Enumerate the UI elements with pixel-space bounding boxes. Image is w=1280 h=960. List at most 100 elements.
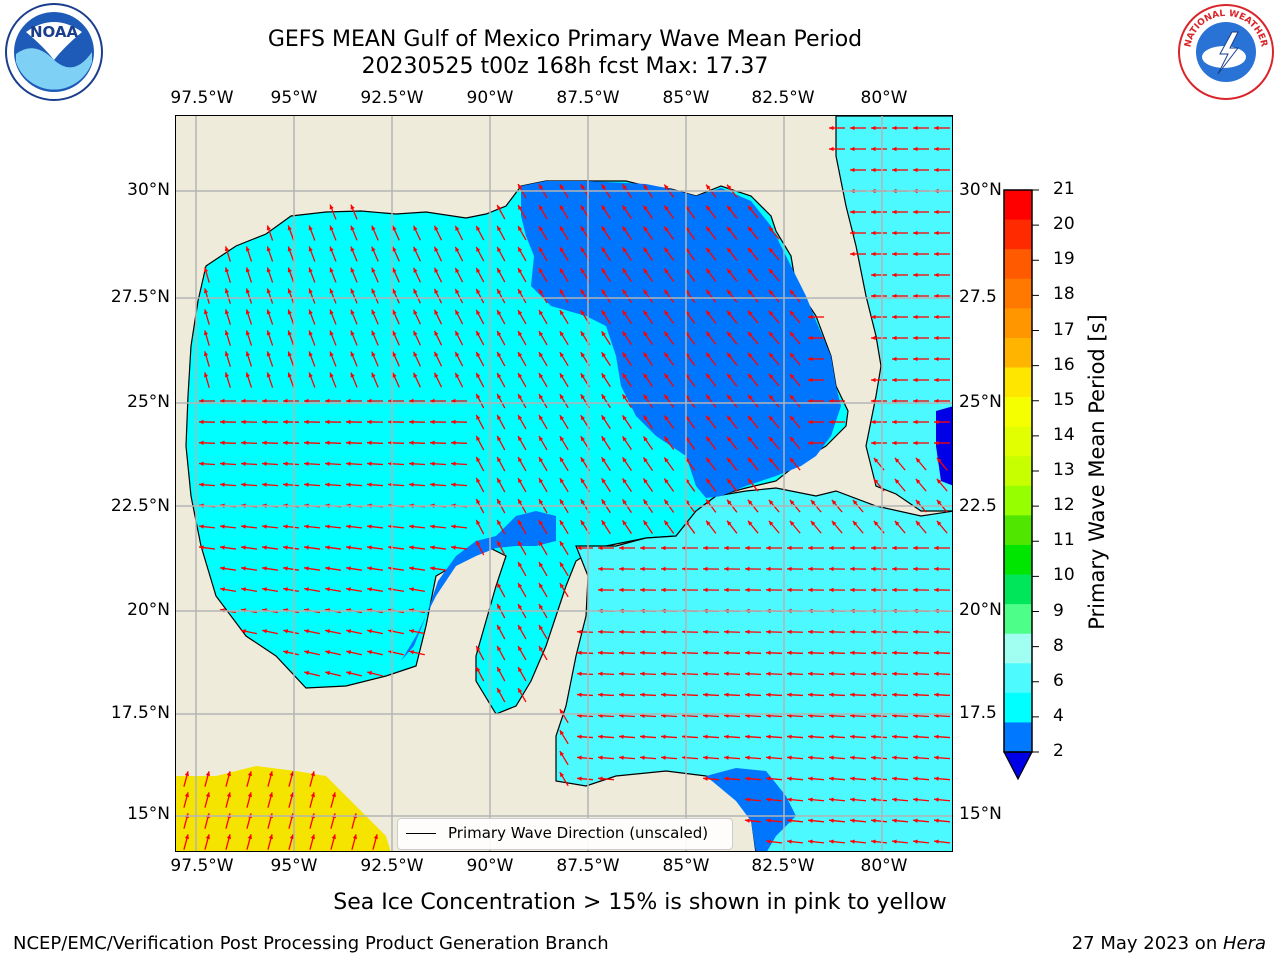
wave-arrow: [663, 226, 675, 240]
wave-arrow: [789, 310, 801, 324]
wave-arrow: [261, 545, 279, 550]
wave-arrow: [413, 225, 421, 241]
wave-arrow: [308, 351, 316, 367]
wave-arrow: [324, 545, 342, 550]
wave-arrow: [517, 540, 527, 556]
wave-arrow: [642, 310, 654, 324]
wave-arrow: [786, 650, 804, 656]
lon-tick-label-top: 87.5°W: [556, 88, 620, 108]
wave-arrow: [324, 482, 342, 487]
footer-host: Hera: [1222, 933, 1266, 954]
wave-arrow: [913, 377, 929, 383]
wave-arrow: [454, 372, 464, 388]
wave-arrow: [807, 587, 825, 593]
wave-arrow: [894, 520, 906, 534]
wave-arrow: [324, 566, 342, 571]
wave-arrow: [346, 650, 362, 656]
wave-arrow: [642, 520, 654, 534]
wave-arrow: [413, 351, 421, 367]
wave-arrow: [408, 566, 426, 571]
wave-arrow: [240, 461, 258, 466]
wave-arrow: [807, 629, 825, 635]
wave-arrow: [642, 205, 654, 219]
wave-arrow: [808, 377, 824, 383]
colorbar-tick-label: 17: [1053, 319, 1075, 340]
wave-arrow: [828, 734, 846, 739]
wave-arrow: [622, 435, 632, 451]
wave-arrow: [807, 650, 825, 656]
wave-arrow: [288, 771, 295, 787]
wave-arrow: [224, 288, 231, 304]
wave-arrow: [828, 839, 846, 844]
wave-arrow: [538, 351, 548, 367]
wave-arrow: [892, 230, 908, 236]
wave-arrow: [849, 797, 867, 802]
wave-arrow: [366, 419, 384, 425]
wave-arrow: [663, 310, 675, 324]
wave-arrow: [892, 146, 908, 152]
wave-arrow: [894, 478, 906, 492]
wave-arrow: [225, 771, 232, 787]
wave-arrow: [891, 797, 909, 802]
wave-arrow: [871, 167, 887, 173]
wave-arrow: [892, 272, 908, 278]
wave-arrow: [892, 167, 908, 173]
wave-arrow: [747, 478, 759, 492]
wave-arrow: [496, 393, 506, 409]
wave-arrow: [287, 288, 295, 304]
lat-tick-label-left: 15°N: [127, 804, 170, 824]
colorbar-extend-triangle: [1003, 751, 1033, 781]
lon-tick-label-bottom: 85°W: [662, 856, 710, 876]
wave-arrow: [198, 524, 216, 529]
wave-arrow: [828, 629, 846, 635]
wave-arrow: [912, 797, 930, 802]
wave-arrow: [433, 267, 443, 283]
wave-arrow: [744, 587, 762, 593]
wave-arrow: [350, 225, 358, 241]
wave-arrow: [871, 146, 887, 152]
wave-arrow: [913, 167, 929, 173]
wave-arrow: [933, 545, 951, 551]
wave-arrow: [639, 629, 657, 635]
wave-arrow: [660, 545, 678, 551]
wave-arrow: [219, 398, 237, 404]
wave-arrow: [350, 267, 358, 283]
wave-arrow: [642, 478, 654, 492]
wave-arrow: [576, 629, 594, 635]
wave-arrow: [324, 461, 342, 466]
wave-arrow: [747, 247, 759, 261]
lat-tick-label-left: 22.5°N: [110, 496, 170, 516]
wave-arrow: [705, 436, 717, 450]
wave-arrow: [705, 352, 717, 366]
wave-arrow: [308, 372, 316, 388]
wave-arrow: [702, 671, 720, 677]
wave-arrow: [663, 373, 675, 387]
wave-arrow: [538, 624, 548, 640]
wave-arrow: [642, 373, 654, 387]
lat-tick-label-left: 27.5°N: [110, 287, 170, 307]
wave-arrow: [282, 566, 300, 571]
wave-arrow: [413, 330, 421, 346]
wave-arrow: [266, 372, 274, 388]
wave-arrow: [245, 372, 253, 388]
wave-arrow: [807, 671, 825, 677]
wave-arrow: [618, 650, 636, 656]
wave-arrow: [913, 335, 929, 341]
wave-arrow: [892, 293, 908, 299]
wave-arrow: [618, 545, 636, 551]
wave-arrow: [849, 671, 867, 677]
wave-arrow: [203, 267, 210, 283]
wave-arrow: [329, 309, 337, 325]
wave-arrow: [262, 587, 278, 592]
wave-arrow: [894, 457, 906, 471]
wave-arrow: [871, 251, 887, 257]
wave-arrow: [329, 330, 337, 346]
wave-arrow: [559, 456, 569, 472]
wave-arrow: [409, 629, 425, 635]
wave-arrow: [433, 351, 443, 367]
wave-arrow: [475, 666, 485, 682]
wave-arrow: [282, 482, 300, 487]
wave-arrow: [934, 335, 950, 341]
wave-arrow: [371, 246, 379, 262]
wave-arrow: [912, 692, 930, 697]
